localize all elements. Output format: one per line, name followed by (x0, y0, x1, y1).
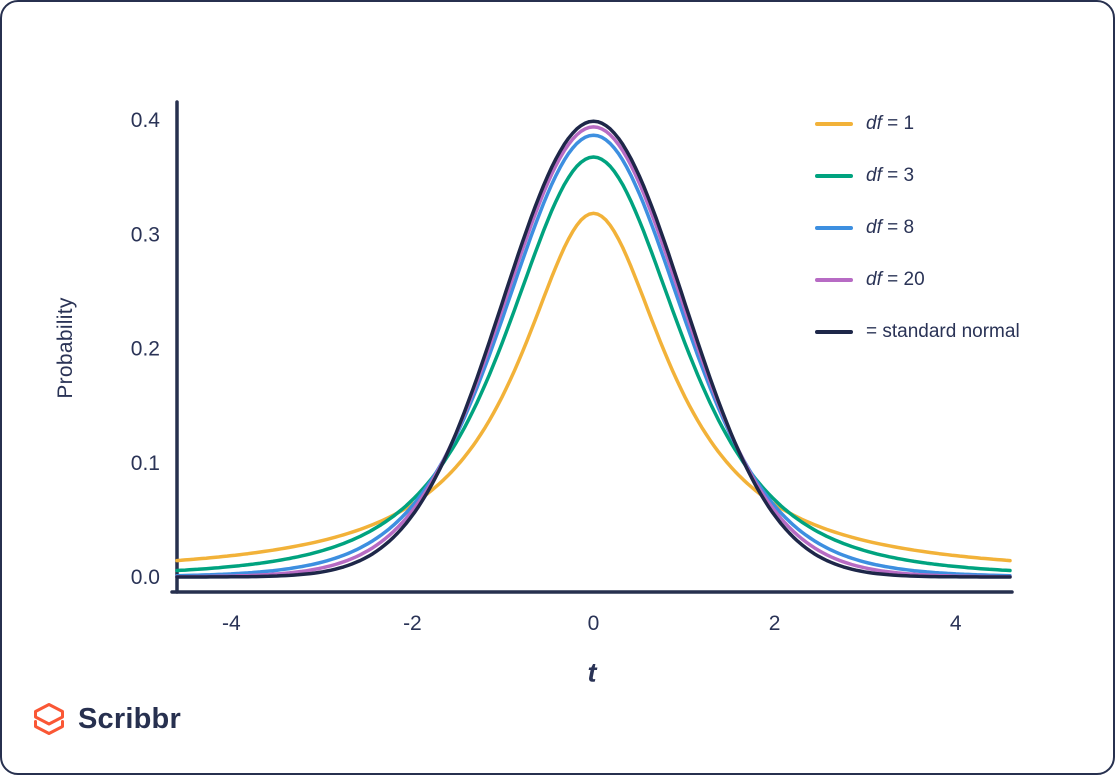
y-tick-label: 0.2 (131, 338, 160, 361)
scribbr-logo-icon (34, 703, 64, 735)
scribbr-logo: Scribbr (30, 700, 181, 738)
x-tick-label: -4 (222, 612, 241, 635)
legend-swatch (815, 174, 853, 178)
legend: df = 1 df = 3 df = 8 df = 20 = standard norm… (815, 98, 1020, 358)
x-tick-label: 2 (769, 612, 781, 635)
series-df-3 (175, 155, 1012, 573)
y-tick-label: 0.4 (131, 109, 161, 132)
legend-swatch (815, 226, 853, 230)
series-df-1 (175, 211, 1012, 563)
legend-item: df = 8 (815, 202, 1020, 254)
legend-swatch (815, 122, 853, 126)
legend-label: = standard normal (866, 321, 1020, 342)
x-tick-label: 0 (588, 612, 600, 635)
x-tick-label: -2 (403, 612, 422, 635)
legend-item: = standard normal (815, 306, 1020, 358)
y-axis-title: Probability (54, 297, 77, 399)
legend-item: df = 1 (815, 98, 1020, 150)
legend-item: df = 20 (815, 254, 1020, 306)
y-tick-label: 0.0 (131, 566, 160, 589)
series-df-8 (175, 133, 1012, 578)
legend-label: df = 3 (866, 165, 915, 186)
legend-label: df = 8 (866, 217, 915, 238)
scribbr-logo-text: Scribbr (78, 702, 181, 735)
series-standard-normal (175, 119, 1012, 579)
legend-label: df = 20 (866, 269, 925, 290)
legend-swatch (815, 330, 853, 334)
y-tick-label: 0.1 (131, 452, 160, 475)
legend-swatch (815, 278, 853, 282)
x-axis-title: t (587, 657, 597, 688)
legend-label: df = 1 (866, 113, 915, 134)
series-df-20 (175, 125, 1012, 579)
legend-item: df = 3 (815, 150, 1020, 202)
x-tick-label: 4 (950, 612, 962, 635)
y-tick-label: 0.3 (131, 223, 160, 246)
